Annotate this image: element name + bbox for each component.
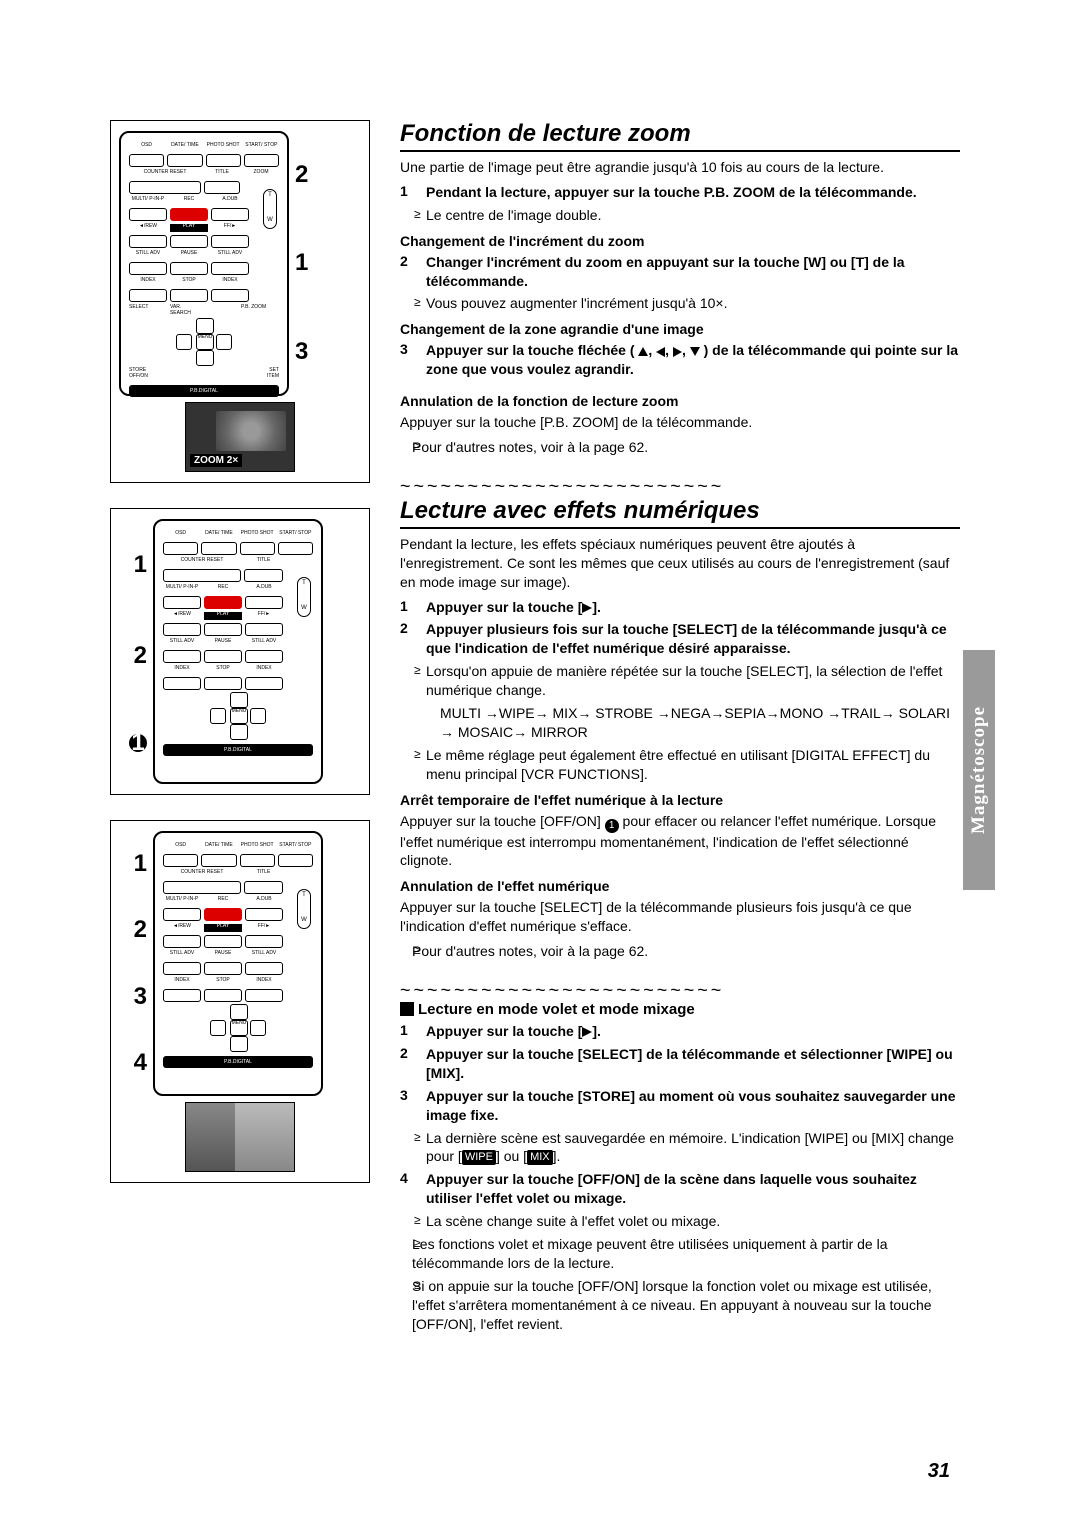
- section2-pause-body: Appuyer sur la touche [OFF/ON] 1 pour ef…: [400, 812, 960, 871]
- step-num: 1: [400, 598, 414, 617]
- callout-w1: 1: [134, 850, 147, 878]
- tilde-divider: ~~~~~~~~~~~~~~~~~~~~~~~~: [400, 477, 960, 495]
- callout-w4: 4: [134, 1049, 147, 1077]
- section2-step2-sub1: Lorsqu'on appuie de manière répétée sur …: [400, 662, 960, 700]
- dpad: MENU: [174, 320, 234, 364]
- section2-cancel-head: Annulation de l'effet numérique: [400, 878, 960, 894]
- section3-step2: Appuyer sur la touche [SELECT] de la tél…: [426, 1045, 960, 1083]
- section1-step3: Appuyer sur la touche fléchée ( , , , ) …: [426, 341, 960, 379]
- callout-w3: 3: [134, 983, 147, 1011]
- step-num: 2: [400, 1045, 414, 1083]
- right-column: Fonction de lecture zoom Une partie de l…: [400, 120, 960, 1337]
- wipe-neg-label: WIPE: [462, 1150, 496, 1165]
- section3-bul1: Les fonctions volet et mixage peuvent êt…: [400, 1235, 960, 1273]
- section1-title: Fonction de lecture zoom: [400, 120, 960, 152]
- section1-subB: Changement de la zone agrandie d'une ima…: [400, 321, 960, 337]
- section1-notes: Pour d'autres notes, voir à la page 62.: [400, 438, 960, 457]
- callout-e2: 2: [134, 642, 147, 670]
- black-square-icon: [400, 1002, 414, 1016]
- callouts-zoom: 2 1 3: [289, 131, 323, 396]
- tilde-divider-2: ~~~~~~~~~~~~~~~~~~~~~~~~: [400, 981, 960, 999]
- section3-step3: Appuyer sur la touche [STORE] au moment …: [426, 1087, 960, 1125]
- step-num: 1: [400, 183, 414, 202]
- section2-title: Lecture avec effets numériques: [400, 497, 960, 529]
- step-num: 1: [400, 1022, 414, 1041]
- section2-pause-head: Arrêt temporaire de l'effet numérique à …: [400, 792, 960, 808]
- section1-step2-sub: Vous pouvez augmenter l'incrément jusqu'…: [400, 294, 960, 313]
- section3-step4-sub: La scène change suite à l'effet volet ou…: [400, 1212, 960, 1231]
- section2-effect-chain: MULTI →WIPE→ MIX→ STROBE →NEGA→SEPIA→MON…: [400, 704, 960, 742]
- section2-notes: Pour d'autres notes, voir à la page 62.: [400, 942, 960, 961]
- section3-bul2: Si on appuie sur la touche [OFF/ON] lors…: [400, 1277, 960, 1334]
- zoom-thumb-label: ZOOM 2×: [190, 454, 242, 467]
- play-icon: [582, 1027, 592, 1037]
- section1-step1-sub: Le centre de l'image double.: [400, 206, 960, 225]
- section1-step1: Pendant la lecture, appuyer sur la touch…: [426, 183, 960, 202]
- wipe-thumbnail: WIPE: [185, 1102, 295, 1172]
- section3-step1: Appuyer sur la touche [].: [426, 1022, 960, 1041]
- step-num: 4: [400, 1170, 414, 1208]
- callout-w2: 2: [134, 916, 147, 944]
- step-num: 2: [400, 253, 414, 291]
- section1-subA: Changement de l'incrément du zoom: [400, 233, 960, 249]
- step-num: 3: [400, 341, 414, 379]
- step-num: 2: [400, 620, 414, 658]
- section2-step2: Appuyer plusieurs fois sur la touche [SE…: [426, 620, 960, 658]
- side-tab: Magnétoscope: [963, 650, 995, 890]
- mix-neg-label: MIX: [527, 1150, 553, 1165]
- section2-step2-sub2: Le même réglage peut également être effe…: [400, 746, 960, 784]
- section2-step1: Appuyer sur la touche [].: [426, 598, 960, 617]
- callout-2: 2: [295, 161, 323, 189]
- callout-3: 3: [295, 338, 323, 366]
- side-tab-label: Magnétoscope: [968, 706, 990, 834]
- section3-step4: Appuyer sur la touche [OFF/ON] de la scè…: [426, 1170, 960, 1208]
- remote-control-diagram-2: OSD DATE/ TIME PHOTO SHOT START/ STOP CO…: [153, 519, 323, 784]
- play-icon: [582, 603, 592, 613]
- section1-step2: Changer l'incrément du zoom en appuyant …: [426, 253, 960, 291]
- left-column: OSD DATE/ TIME PHOTO SHOT START/ STOP CO…: [110, 120, 370, 1337]
- section1-cancel-head: Annulation de la fonction de lecture zoo…: [400, 393, 960, 409]
- step-num: 3: [400, 1087, 414, 1125]
- callout-1: 1: [295, 249, 323, 277]
- section1-intro: Une partie de l'image peut être agrandie…: [400, 158, 960, 177]
- callouts-effects: 1 2 1: [119, 519, 153, 784]
- zoom-rocker: T W: [263, 189, 277, 229]
- callouts-wipe: 1 2 3 4: [119, 831, 153, 1096]
- remote-control-diagram: OSD DATE/ TIME PHOTO SHOT START/ STOP CO…: [119, 131, 289, 396]
- section1-cancel-body: Appuyer sur la touche [P.B. ZOOM] de la …: [400, 413, 960, 432]
- callout-circle-1: 1: [129, 734, 147, 752]
- remote-panel-zoom: OSD DATE/ TIME PHOTO SHOT START/ STOP CO…: [110, 120, 370, 483]
- arrow-up-icon: [638, 347, 648, 356]
- section2-cancel-body: Appuyer sur la touche [SELECT] de la tél…: [400, 898, 960, 936]
- remote-panel-wipe: 1 2 3 4 OSD DATE/ TIME PHOTO SHOT START/…: [110, 820, 370, 1183]
- section3-step3-sub: La dernière scène est sauvegardée en mém…: [400, 1129, 960, 1167]
- arrow-left-icon: [656, 347, 665, 357]
- arrow-down-icon: [690, 347, 700, 356]
- section3-block-title: Lecture en mode volet et mode mixage: [400, 1001, 960, 1018]
- section2-intro: Pendant la lecture, les effets spéciaux …: [400, 535, 960, 592]
- callout-e1: 1: [134, 551, 147, 579]
- remote-control-diagram-3: OSD DATE/ TIME PHOTO SHOT START/ STOP CO…: [153, 831, 323, 1096]
- wipe-thumb-label: WIPE: [190, 1154, 224, 1167]
- arrow-right-icon: [673, 347, 682, 357]
- zoom-thumbnail: ZOOM 2×: [185, 402, 295, 472]
- remote-panel-effects: 1 2 1 OSD DATE/ TIME PHOTO SHOT START/ S…: [110, 508, 370, 795]
- page-number: 31: [928, 1460, 950, 1483]
- circled-1-icon: 1: [605, 819, 619, 833]
